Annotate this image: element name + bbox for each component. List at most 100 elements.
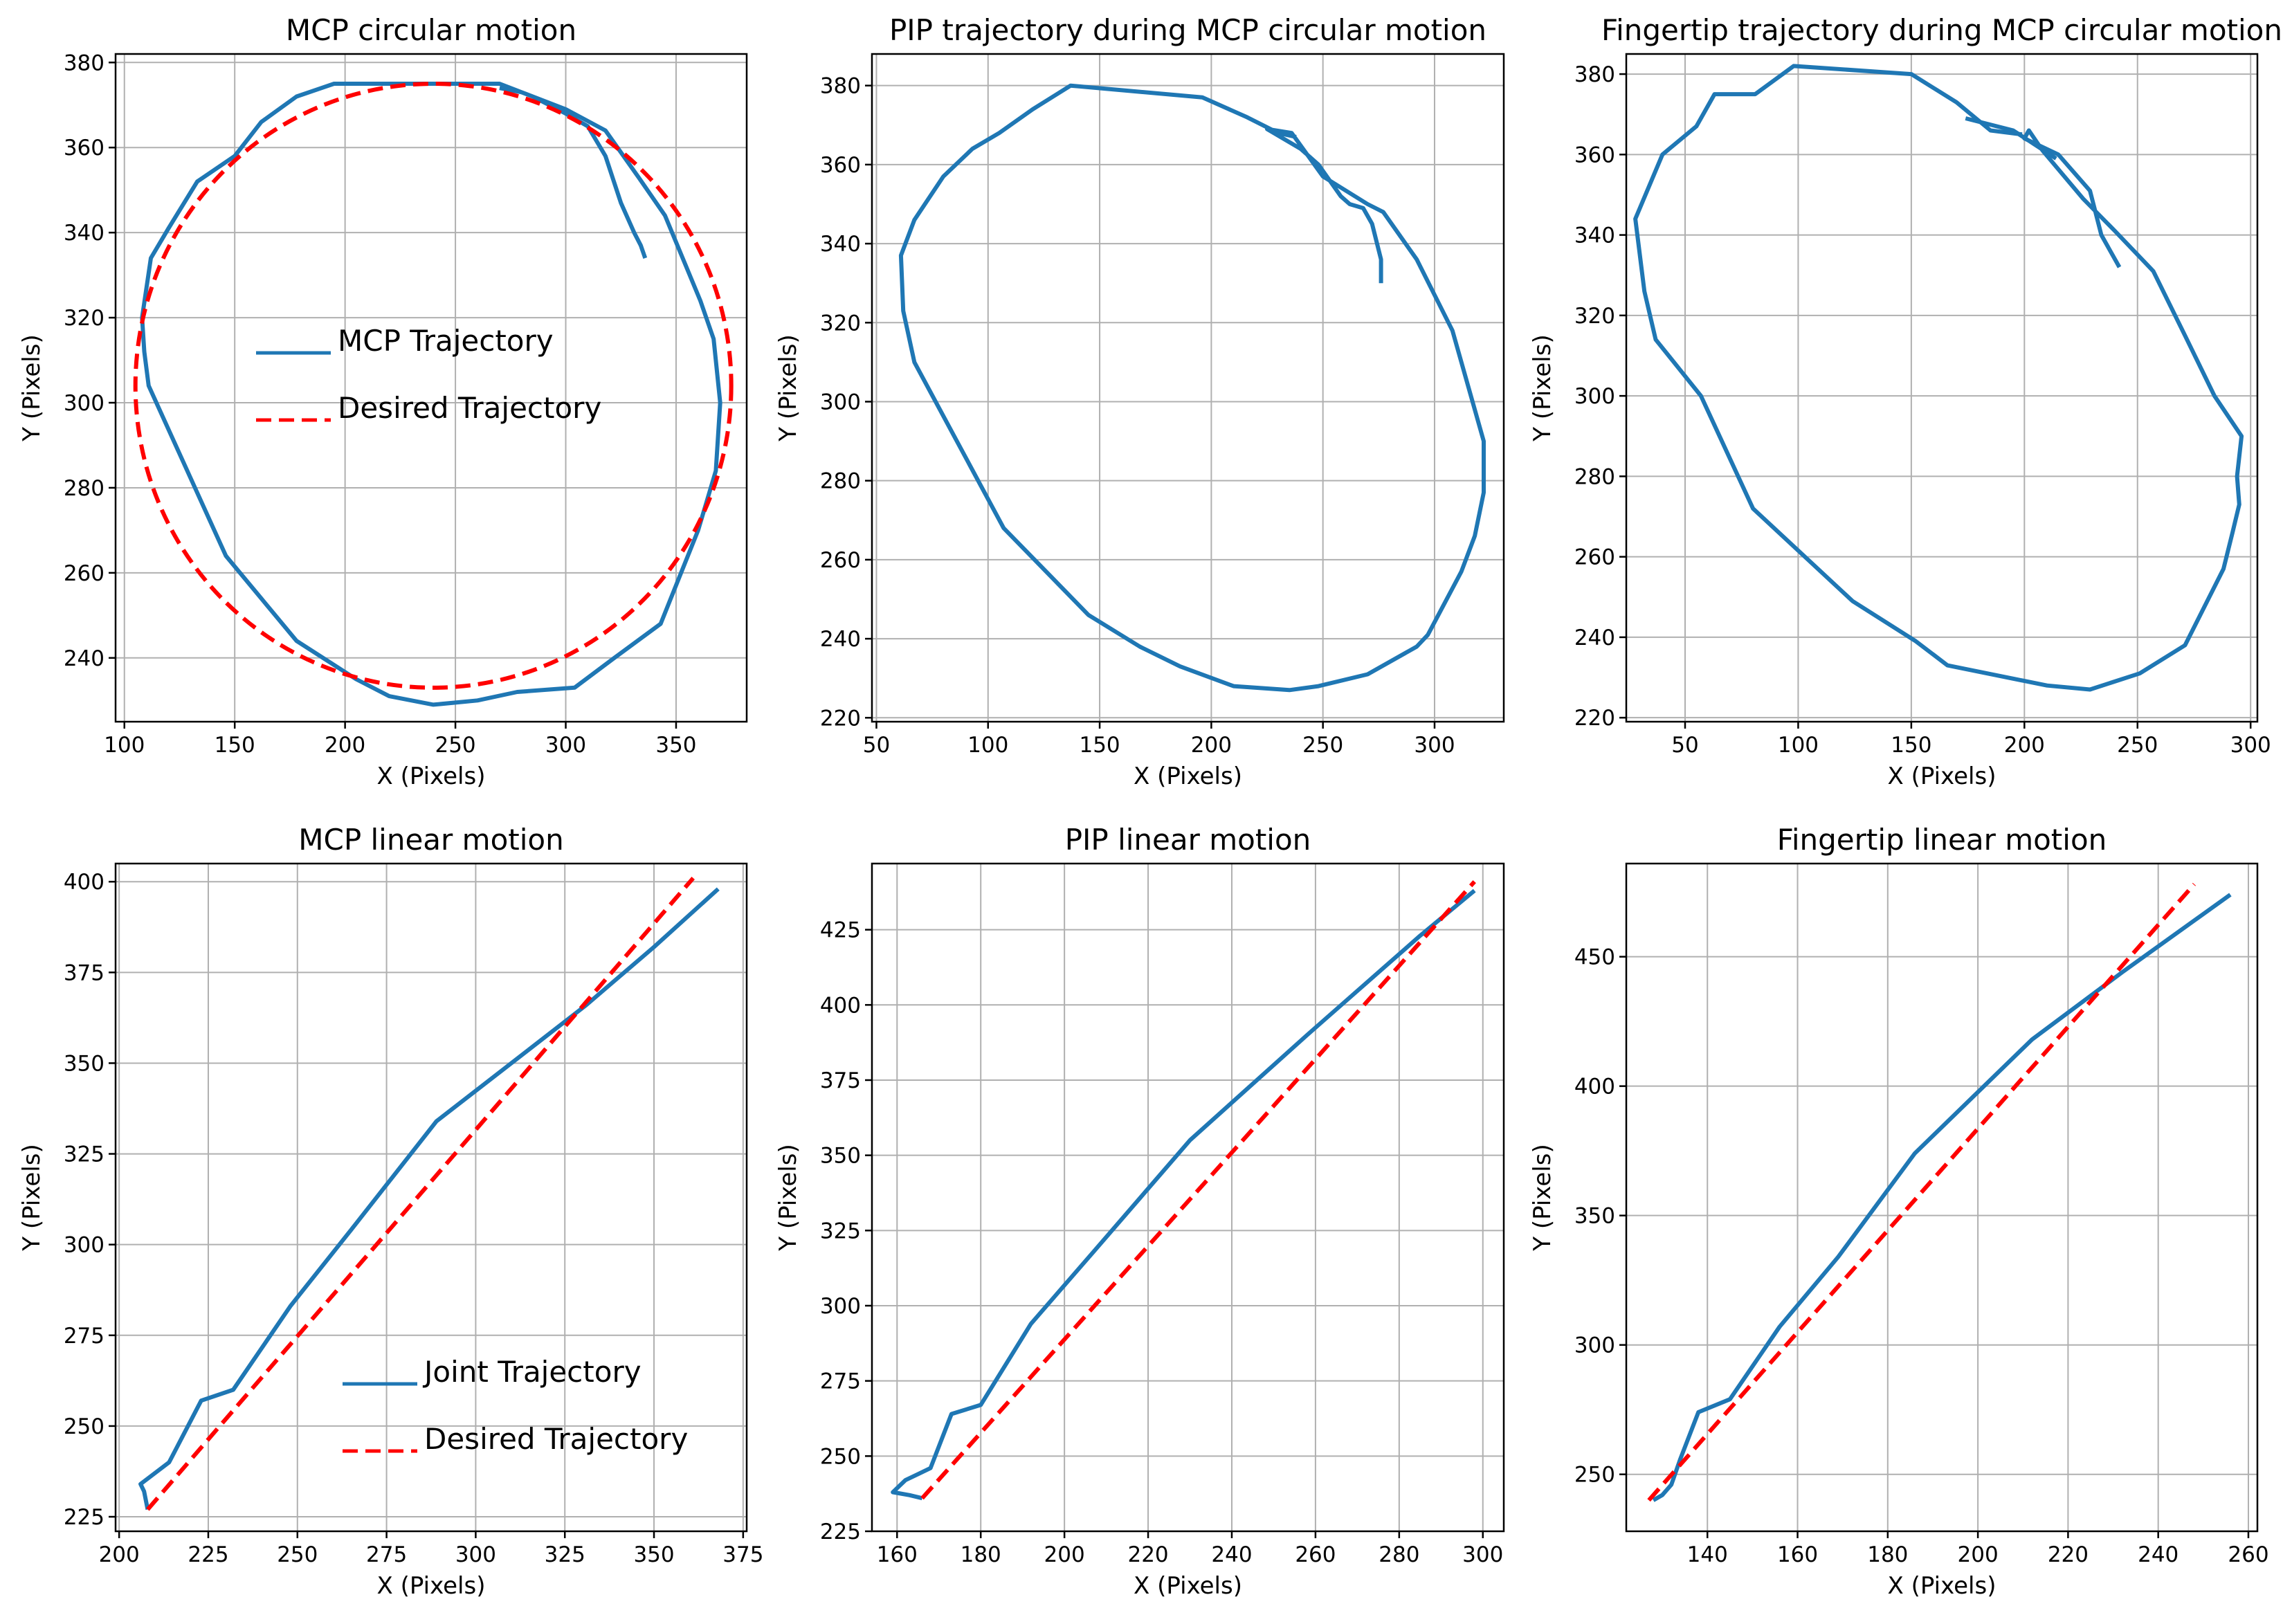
y-tick-label: 400 <box>820 993 861 1018</box>
y-axis-label: Y (Pixels) <box>18 334 46 441</box>
x-axis-label: X (Pixels) <box>1888 1572 1997 1600</box>
chart-title: PIP linear motion <box>1065 823 1311 857</box>
x-tick-label: 220 <box>1127 1542 1168 1567</box>
plot-frame <box>114 53 748 723</box>
series-line-2 <box>146 877 695 1511</box>
x-tick-label: 50 <box>1671 733 1698 758</box>
y-tick-label: 300 <box>64 391 104 416</box>
y-tick-label: 340 <box>820 232 861 257</box>
chart-title: PIP trajectory during MCP circular motio… <box>889 13 1486 47</box>
y-tick-label: 300 <box>1574 384 1615 409</box>
subplot-5: 160 180 200 220 240 260 280 300 225 250 275 300 325 3… <box>774 823 1505 1600</box>
chart-title: MCP linear motion <box>298 823 563 857</box>
y-tick-label: 250 <box>64 1414 104 1439</box>
y-axis-label: Y (Pixels) <box>18 1144 46 1251</box>
x-tick-label: 300 <box>2230 733 2271 758</box>
y-tick-label: 300 <box>820 1294 861 1319</box>
series-line-2 <box>920 880 1476 1500</box>
x-axis-label: X (Pixels) <box>377 1572 486 1600</box>
y-axis-label: Y (Pixels) <box>1529 1144 1556 1251</box>
x-tick-label: 300 <box>455 1542 496 1567</box>
x-tick-label: 100 <box>967 733 1008 758</box>
y-axis-label: Y (Pixels) <box>774 1144 802 1251</box>
y-tick-label: 450 <box>1574 945 1615 970</box>
x-tick-label: 240 <box>2138 1542 2179 1567</box>
y-tick-label: 275 <box>820 1369 861 1394</box>
y-tick-label: 280 <box>1574 464 1615 489</box>
x-tick-label: 250 <box>277 1542 318 1567</box>
x-tick-label: 300 <box>1462 1542 1503 1567</box>
x-axis-label: X (Pixels) <box>377 763 486 790</box>
series-line-2 <box>1647 882 2196 1502</box>
y-tick-label: 320 <box>64 306 104 331</box>
chart-title: Fingertip trajectory during MCP circular… <box>1601 13 2282 47</box>
legend-label: MCP Trajectory <box>338 324 554 358</box>
y-tick-label: 225 <box>820 1520 861 1544</box>
y-axis-label: Y (Pixels) <box>1529 334 1556 441</box>
plot-frame <box>1625 53 2259 723</box>
y-tick-label: 400 <box>1574 1075 1615 1100</box>
x-tick-label: 180 <box>961 1542 1001 1567</box>
x-tick-label: 100 <box>104 733 145 758</box>
y-tick-label: 425 <box>820 918 861 943</box>
x-tick-label: 250 <box>435 733 475 758</box>
y-tick-label: 260 <box>1574 545 1615 570</box>
plot-frame <box>871 862 1505 1533</box>
subplot-1: 100 150 200 250 300 350 240 260 280 300 320 340 360 3… <box>18 13 748 790</box>
x-tick-label: 350 <box>655 733 696 758</box>
y-tick-label: 375 <box>820 1068 861 1093</box>
y-tick-label: 325 <box>64 1142 104 1167</box>
y-tick-label: 275 <box>64 1324 104 1349</box>
x-tick-label: 200 <box>1958 1542 1999 1567</box>
x-tick-label: 200 <box>99 1542 140 1567</box>
chart-title: MCP circular motion <box>286 13 576 47</box>
y-tick-label: 260 <box>820 548 861 573</box>
y-tick-label: 300 <box>1574 1333 1615 1358</box>
x-tick-label: 250 <box>1302 733 1343 758</box>
x-tick-label: 140 <box>1687 1542 1728 1567</box>
y-tick-label: 250 <box>820 1444 861 1469</box>
chart-title: Fingertip linear motion <box>1777 823 2107 857</box>
y-tick-label: 350 <box>64 1051 104 1076</box>
legend: MCP Trajectory Desired Trajectory <box>256 324 601 425</box>
series-line-1 <box>898 83 1486 693</box>
x-tick-label: 100 <box>1778 733 1819 758</box>
y-tick-label: 380 <box>64 51 104 75</box>
x-tick-label: 225 <box>188 1542 228 1567</box>
subplot-6: 140 160 180 200 220 240 260 250 300 350 400 450 Fing… <box>1529 823 2269 1600</box>
y-tick-label: 380 <box>1574 62 1615 87</box>
x-tick-label: 150 <box>1891 733 1931 758</box>
x-tick-label: 280 <box>1379 1542 1419 1567</box>
x-tick-label: 200 <box>325 733 365 758</box>
x-tick-label: 160 <box>877 1542 918 1567</box>
y-tick-label: 260 <box>64 561 104 586</box>
y-tick-label: 375 <box>64 960 104 985</box>
y-tick-label: 400 <box>64 870 104 895</box>
subplot-3: 50 100 150 200 250 300 220 240 260 280 300 320 340 36… <box>1529 13 2282 790</box>
x-tick-label: 200 <box>1044 1542 1085 1567</box>
x-tick-label: 200 <box>2004 733 2045 758</box>
x-tick-label: 160 <box>1777 1542 1818 1567</box>
series-line-1 <box>140 82 722 707</box>
y-tick-label: 220 <box>1574 706 1615 731</box>
subplot-4: 200 225 250 275 300 325 350 375 225 250 275 300 325 3… <box>18 823 763 1600</box>
y-tick-label: 240 <box>820 627 861 652</box>
x-tick-label: 150 <box>215 733 255 758</box>
y-tick-label: 325 <box>820 1219 861 1243</box>
subplot-2: 50 100 150 200 250 300 220 240 260 280 300 320 340 36… <box>774 13 1505 790</box>
x-tick-label: 200 <box>1191 733 1232 758</box>
series-line-1 <box>1633 64 2244 692</box>
series-line-1 <box>891 888 1476 1501</box>
y-tick-label: 360 <box>64 136 104 161</box>
y-tick-label: 220 <box>820 706 861 731</box>
y-tick-label: 340 <box>64 221 104 246</box>
y-tick-label: 360 <box>1574 143 1615 167</box>
x-tick-label: 350 <box>633 1542 674 1567</box>
x-tick-label: 50 <box>863 733 890 758</box>
series-line-2 <box>1965 116 2057 161</box>
x-tick-label: 220 <box>2048 1542 2089 1567</box>
y-tick-label: 320 <box>1574 304 1615 329</box>
x-axis-label: X (Pixels) <box>1134 763 1242 790</box>
plot-frame <box>114 862 748 1533</box>
y-tick-label: 350 <box>820 1144 861 1169</box>
